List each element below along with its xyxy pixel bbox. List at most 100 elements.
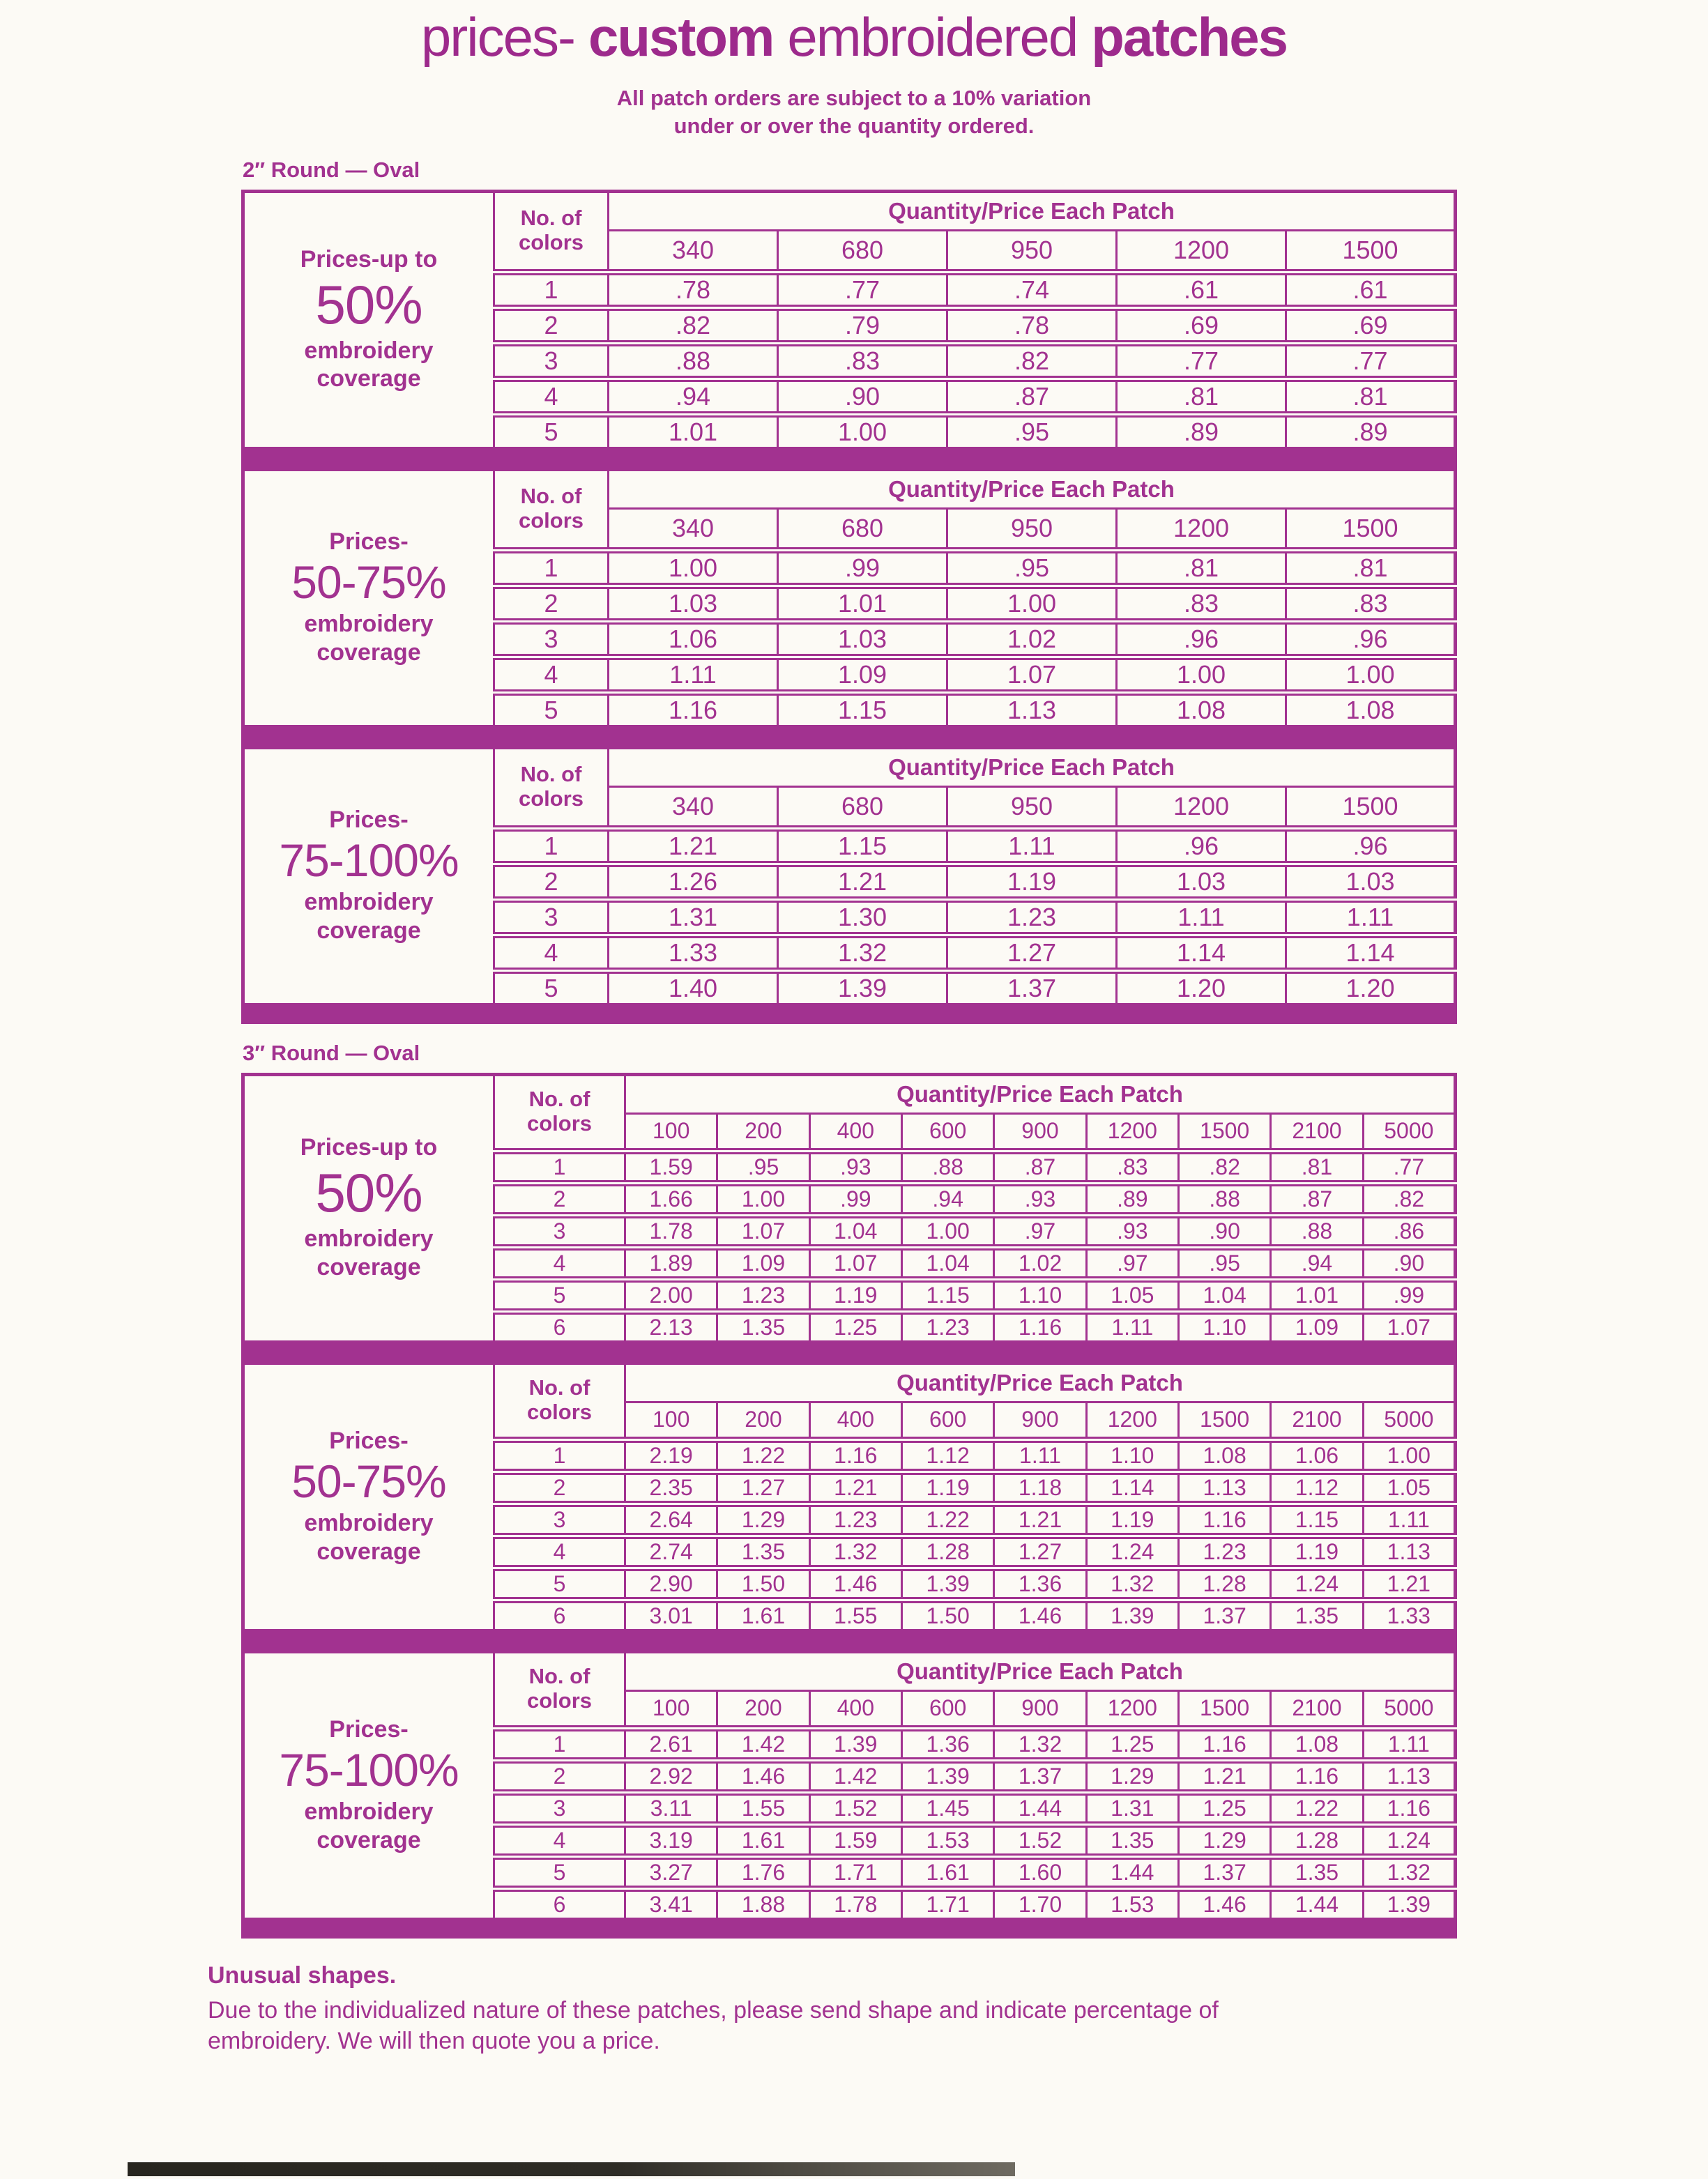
price-cell: 1.10 xyxy=(1085,1436,1180,1473)
table-group: Prices-up to 50% embroidery coverage No. of c… xyxy=(241,1072,1457,1939)
quantity-cell: 600 xyxy=(900,1400,996,1441)
price-cell: 1.32 xyxy=(777,931,948,972)
quantity-cell: 1200 xyxy=(1085,1689,1180,1729)
price-row: 4 2.74 1.35 1.32 1.28 1.27 1.24 1.23 1.19 1.13 xyxy=(243,1532,1457,1569)
price-cell: 3.01 xyxy=(623,1596,719,1632)
price-cell: 1.12 xyxy=(900,1436,996,1473)
colors-header-line-2: colors xyxy=(518,786,584,811)
footer-body-line-2: embroidery. We will then quote you a pri… xyxy=(208,2028,660,2055)
price-cell: 1.29 xyxy=(716,1500,811,1537)
price-row: 6 3.01 1.61 1.55 1.50 1.46 1.39 1.37 1.35 1.33 xyxy=(243,1596,1457,1632)
quantity-cell: 1500 xyxy=(1285,507,1456,551)
price-cell: 3.19 xyxy=(623,1821,719,1858)
colors-header-line-1: No. of xyxy=(528,1087,590,1112)
price-cell: 1.89 xyxy=(623,1244,719,1280)
quantity-cell: 1500 xyxy=(1177,1689,1272,1729)
coverage-word-coverage: coverage xyxy=(317,917,421,945)
price-cell: 1.32 xyxy=(1085,1564,1180,1601)
colors-column-header: No. of colors xyxy=(493,1073,626,1152)
price-cell: .81 xyxy=(1269,1147,1364,1184)
quantity-cell: 100 xyxy=(623,1689,719,1729)
price-cell: 1.24 xyxy=(1269,1564,1364,1601)
price-row: 5 1.01 1.00.95.89.89 xyxy=(243,411,1456,450)
price-cell: 1.53 xyxy=(900,1821,996,1858)
price-row: 4 3.19 1.61 1.59 1.53 1.52 1.35 1.29 1.28 1.24 xyxy=(243,1821,1457,1858)
price-cell: 1.55 xyxy=(716,1789,811,1826)
price-cell: 1.15 xyxy=(777,689,948,728)
price-cell: 1.19 xyxy=(1269,1532,1364,1569)
price-cell: 1.39 xyxy=(1085,1596,1180,1632)
price-cell: 1.07 xyxy=(1362,1308,1457,1343)
quantity-cell: 1500 xyxy=(1177,1400,1272,1441)
price-cell: 1.44 xyxy=(993,1789,1088,1826)
price-cell: 1.11 xyxy=(946,825,1118,865)
price-cell: .90 xyxy=(1362,1244,1457,1280)
price-cell: 1.25 xyxy=(1177,1789,1272,1826)
quantity-cell: 950 xyxy=(946,229,1118,273)
colors-count-cell: 2 xyxy=(493,304,609,344)
variation-note-line-1: All patch orders are subject to a 10% va… xyxy=(616,86,1092,110)
price-row: 5 1.16 1.15 1.13 1.08 1.08 xyxy=(243,689,1456,728)
price-row: 3 1.78 1.07 1.04 1.00.97.93.90.88.86 xyxy=(243,1211,1457,1248)
title-word-patches: patches xyxy=(1091,6,1288,68)
price-cell: 1.18 xyxy=(993,1468,1088,1505)
coverage-word-coverage: coverage xyxy=(317,1253,421,1280)
price-cell: 1.30 xyxy=(777,896,948,936)
price-cell: 1.39 xyxy=(1362,1885,1457,1920)
price-cell: 1.08 xyxy=(1115,689,1287,728)
price-cell: 1.44 xyxy=(1085,1853,1180,1890)
coverage-label: Prices- 50-75% embroidery coverage xyxy=(242,1361,495,1632)
price-cell: .78 xyxy=(607,268,779,309)
price-section: 3″ Round — Oval Prices-up to 50% embroidery… xyxy=(0,1041,1708,1939)
price-cell: 1.78 xyxy=(623,1211,719,1248)
quantity-row: 340 680 950 1200 1500 xyxy=(243,229,1456,273)
price-cell: 1.16 xyxy=(1177,1500,1272,1537)
colors-count-cell: 3 xyxy=(493,339,609,380)
variation-note-line-2: under or over the quantity ordered. xyxy=(673,114,1035,139)
price-cell: .99 xyxy=(808,1179,903,1216)
price-cell: 1.06 xyxy=(607,618,779,658)
price-cell: 1.20 xyxy=(1115,967,1287,1006)
price-cell: 1.33 xyxy=(1362,1596,1457,1632)
price-cell: 1.59 xyxy=(623,1147,719,1184)
price-cell: 2.92 xyxy=(623,1757,719,1794)
price-row: 2 2.92 1.46 1.42 1.39 1.37 1.29 1.21 1.16 1.13 xyxy=(243,1757,1457,1794)
price-cell: .69 xyxy=(1115,304,1287,344)
quantity-price-header: Quantity/Price Each Patch xyxy=(607,746,1456,788)
coverage-word-embroidery: embroidery xyxy=(304,1509,434,1536)
price-cell: 1.28 xyxy=(1177,1564,1272,1601)
quantity-cell: 200 xyxy=(716,1689,811,1729)
coverage-percent: 50% xyxy=(315,1162,422,1224)
price-cell: .83 xyxy=(777,339,948,380)
price-cell: .95 xyxy=(946,411,1118,450)
price-cell: .77 xyxy=(1115,339,1287,380)
price-cell: .95 xyxy=(946,546,1118,587)
price-cell: 1.35 xyxy=(716,1532,811,1569)
coverage-word-coverage: coverage xyxy=(317,1538,421,1565)
price-cell: .61 xyxy=(1285,268,1456,309)
price-cell: 1.02 xyxy=(946,618,1118,658)
price-cell: 1.23 xyxy=(716,1276,811,1313)
coverage-word-coverage: coverage xyxy=(317,639,421,666)
price-row: 1 1.21 1.15 1.11.96.96 xyxy=(243,825,1456,865)
quantity-price-header: Quantity/Price Each Patch xyxy=(624,1361,1456,1403)
price-row: 3.88.83.82.77.77 xyxy=(243,339,1456,380)
colors-count-cell: 3 xyxy=(493,1789,626,1826)
price-cell: .94 xyxy=(1269,1244,1364,1280)
colors-header-line-1: No. of xyxy=(520,206,582,231)
price-row: 3 1.06 1.03 1.02.96.96 xyxy=(243,618,1456,658)
price-sections: 2″ Round — Oval Prices-up to 50% embroidery… xyxy=(0,158,1708,1939)
title-word-prices: prices- xyxy=(420,6,576,68)
quantity-price-header: Quantity/Price Each Patch xyxy=(607,190,1456,231)
price-cell: .81 xyxy=(1285,375,1456,415)
colors-header-line-2: colors xyxy=(526,1688,593,1713)
coverage-percent: 50-75% xyxy=(291,1455,447,1507)
price-cell: 1.15 xyxy=(900,1276,996,1313)
price-cell: .88 xyxy=(900,1147,996,1184)
colors-header-line-1: No. of xyxy=(528,1664,590,1689)
quantity-cell: 900 xyxy=(993,1400,1088,1441)
title-word-embroidered: embroidered xyxy=(787,6,1078,68)
price-row: 2 2.35 1.27 1.21 1.19 1.18 1.14 1.13 1.12 1.05 xyxy=(243,1468,1457,1505)
quantity-row: 100 200 400 600 900 1200 1500 2100 5000 xyxy=(243,1400,1457,1441)
